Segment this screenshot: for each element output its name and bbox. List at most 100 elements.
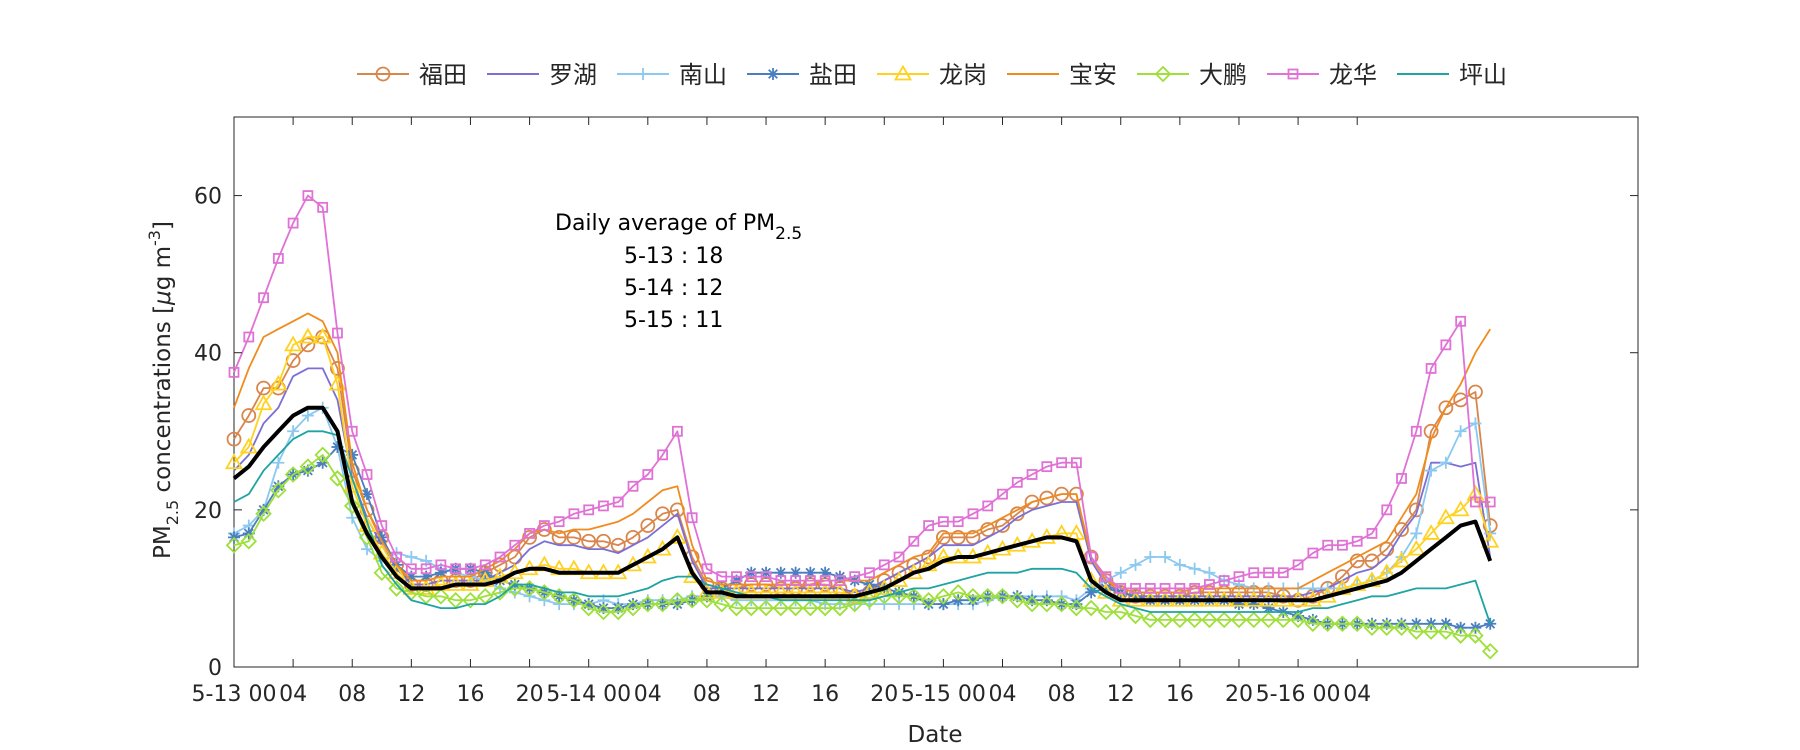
data-point [1186,611,1203,629]
data-point [949,584,967,601]
data-point [522,529,537,545]
data-point [774,566,787,579]
data-point [550,588,568,605]
data-point [299,458,317,475]
data-point [1215,611,1233,629]
data-point [597,602,610,615]
annotation-line-3: 5-15 : 11 [624,308,723,333]
data-point [1468,384,1483,400]
data-point [240,533,258,550]
data-point [1395,617,1408,630]
data-point [1393,619,1410,636]
data-point [1144,583,1156,594]
data-point [287,217,299,229]
data-point [405,551,418,563]
data-point [284,466,302,483]
data-point [1408,623,1425,640]
data-point [1277,567,1289,579]
legend: 福田 罗湖 南山 盐田 龙岗 宝安 大鹏 龙华 坪山 [357,61,1507,89]
data-point [1056,457,1068,469]
data-point [226,431,242,447]
data-point [760,571,772,583]
data-point [1040,594,1053,607]
x-tick-label: 16 [1166,682,1194,707]
legend-marker [1287,68,1299,80]
data-point [1247,598,1260,611]
legend-marker [1154,65,1172,83]
data-point [671,425,683,437]
series-8 [233,430,1492,625]
data-point [745,571,757,583]
data-point [434,566,447,579]
data-point [1189,583,1201,594]
data-point [258,292,269,304]
data-point [624,599,642,617]
data-point [1484,496,1496,508]
data-point [346,425,358,437]
data-point [834,575,846,586]
data-point [908,535,920,547]
legend-entry: 罗湖 [487,61,597,89]
data-point [1026,594,1039,607]
data-point [1188,562,1201,575]
data-point [1422,524,1441,540]
data-point [819,575,831,586]
data-point [1377,563,1396,580]
data-point [1159,551,1172,563]
data-point [1322,539,1334,551]
data-point [1011,590,1024,603]
data-point [1422,623,1440,640]
data-point [300,337,316,353]
data-point [361,469,373,480]
data-point [254,394,273,411]
legend-entry: 盐田 [747,61,857,89]
data-point [654,595,671,613]
data-point [921,549,937,565]
data-point [982,500,994,512]
data-point [816,599,834,617]
data-point [639,595,657,613]
data-point [313,327,332,344]
x-tick-label: 08 [693,682,721,707]
data-point [224,453,244,470]
annotation-line-2: 5-14 : 12 [624,276,723,301]
y-tick-label: 20 [194,499,222,524]
x-tick-label: 08 [338,682,366,707]
data-point [432,588,450,605]
data-point [1230,611,1248,629]
data-point [979,588,996,605]
data-point [935,529,951,545]
data-point [625,529,641,545]
data-point [301,409,314,422]
x-tick-label: 5-16 00 [1256,682,1341,707]
series-mean [232,405,1493,603]
data-point [1363,619,1381,636]
data-point [331,441,344,453]
data-point [376,520,388,531]
x-tick-label: 5-14 00 [546,682,631,707]
data-point [450,563,462,575]
data-point [1204,579,1215,590]
data-point [329,470,346,487]
x-tick-label: 16 [811,682,839,707]
data-point [669,591,686,609]
data-point [241,408,257,423]
series-line [233,453,1491,652]
y-tick-label: 0 [208,656,222,681]
data-point [686,512,698,524]
data-point [995,518,1010,533]
data-point [1100,571,1112,583]
data-point [1381,504,1393,516]
legend-label: 龙华 [1329,61,1377,89]
data-point [1337,539,1348,551]
data-point [270,481,287,499]
data-point [1067,524,1086,540]
data-point [878,559,890,571]
legend-marker [375,66,391,82]
data-point [1115,583,1127,594]
data-point [255,505,272,523]
data-point [922,598,935,611]
data-point [568,508,580,520]
